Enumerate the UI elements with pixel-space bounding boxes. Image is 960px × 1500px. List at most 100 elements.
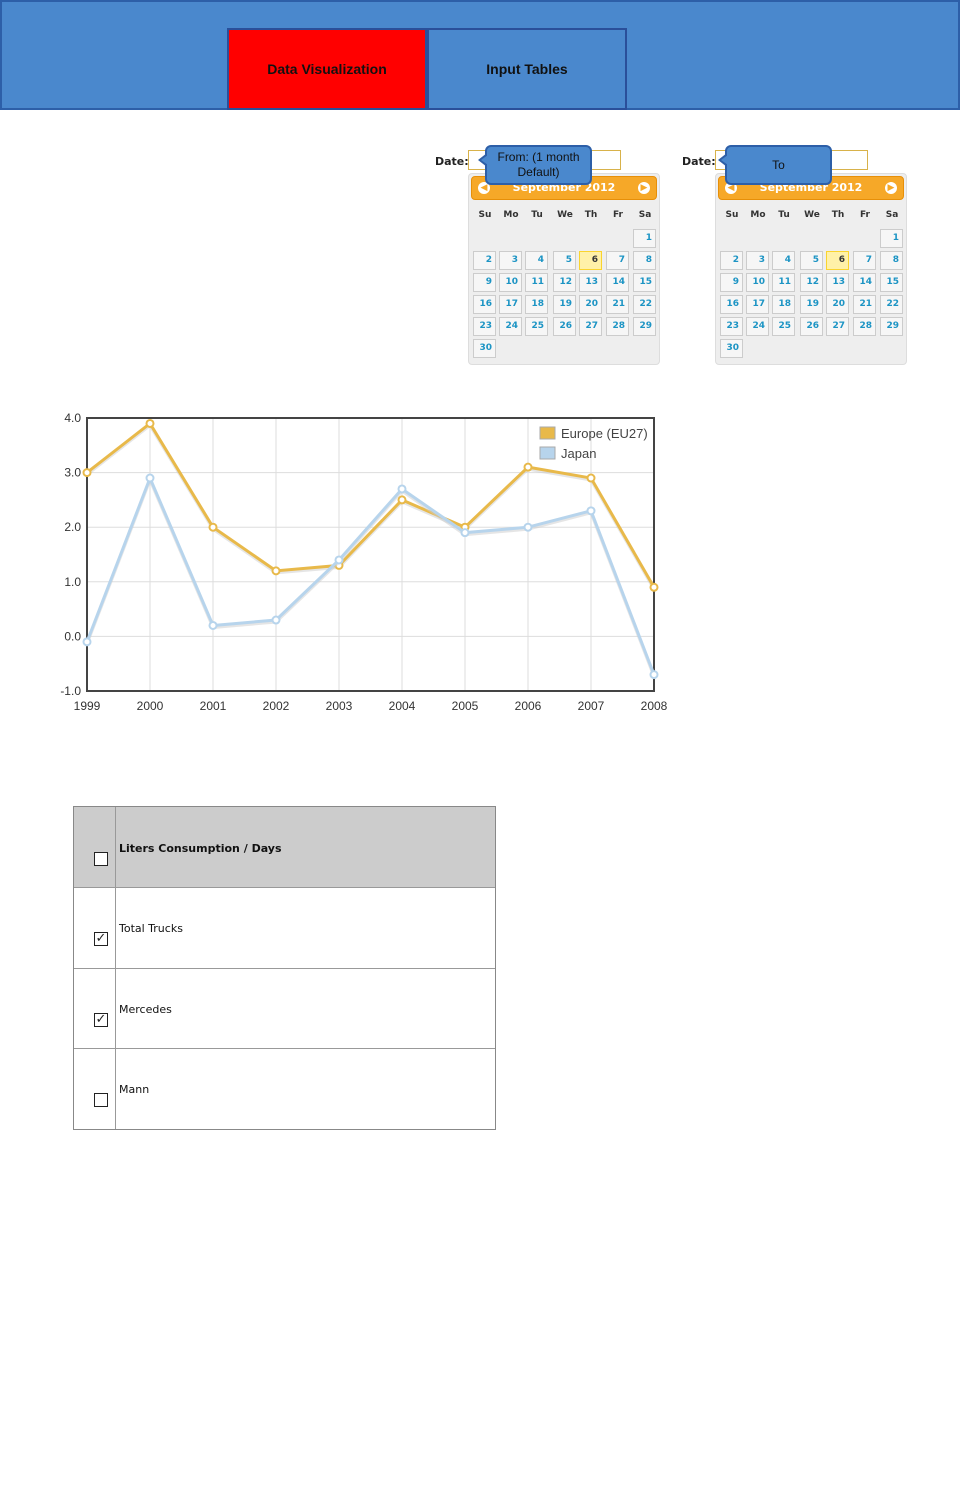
y-tick-label: 1.0 [64, 575, 81, 589]
to-next-month-icon[interactable]: ▶ [885, 182, 897, 194]
to-day-8[interactable]: 8 [880, 251, 903, 270]
from-day-8[interactable]: 8 [633, 251, 656, 270]
table-row: ✓ Mercedes [74, 969, 495, 1049]
from-day-1[interactable]: 1 [633, 229, 656, 248]
legend-swatch-1 [539, 446, 556, 460]
row-label-mercedes: Mercedes [119, 1003, 172, 1016]
row-label-total-trucks: Total Trucks [119, 922, 183, 935]
from-weekday-mo: Mo [503, 210, 519, 220]
to-day-18[interactable]: 18 [772, 295, 795, 314]
to-day-7[interactable]: 7 [853, 251, 876, 270]
x-tick-label: 2006 [515, 699, 542, 713]
to-day-3[interactable]: 3 [746, 251, 769, 270]
series-point-1 [523, 522, 533, 532]
from-day-10[interactable]: 10 [499, 273, 522, 292]
from-day-6[interactable]: 6 [579, 251, 602, 270]
row-checkbox-mann[interactable] [94, 1093, 108, 1107]
from-day-19[interactable]: 19 [553, 295, 576, 314]
to-day-6[interactable]: 6 [826, 251, 849, 270]
to-day-16[interactable]: 16 [720, 295, 743, 314]
from-day-20[interactable]: 20 [579, 295, 602, 314]
to-day-22[interactable]: 22 [880, 295, 903, 314]
to-day-27[interactable]: 27 [826, 317, 849, 336]
tab-data-visualization[interactable]: Data Visualization [227, 28, 427, 110]
to-prev-month-icon[interactable]: ◀ [725, 182, 737, 194]
header-checkbox[interactable] [94, 852, 108, 866]
row-checkbox-mercedes[interactable]: ✓ [94, 1012, 108, 1027]
from-weekday-sa: Sa [638, 210, 652, 220]
to-day-24[interactable]: 24 [746, 317, 769, 336]
to-day-26[interactable]: 26 [800, 317, 823, 336]
to-day-14[interactable]: 14 [853, 273, 876, 292]
from-day-24[interactable]: 24 [499, 317, 522, 336]
row-checkbox-total-trucks[interactable]: ✓ [94, 931, 108, 946]
from-day-4[interactable]: 4 [525, 251, 548, 270]
to-day-23[interactable]: 23 [720, 317, 743, 336]
to-day-11[interactable]: 11 [772, 273, 795, 292]
from-day-26[interactable]: 26 [553, 317, 576, 336]
from-day-27[interactable]: 27 [579, 317, 602, 336]
series-point-0 [145, 418, 155, 428]
from-day-5[interactable]: 5 [553, 251, 576, 270]
from-day-9[interactable]: 9 [473, 273, 496, 292]
from-day-11[interactable]: 11 [525, 273, 548, 292]
series-point-1 [82, 637, 92, 647]
from-day-7[interactable]: 7 [606, 251, 629, 270]
from-prev-month-icon[interactable]: ◀ [478, 182, 490, 194]
from-day-2[interactable]: 2 [473, 251, 496, 270]
to-day-1[interactable]: 1 [880, 229, 903, 248]
to-weekday-mo: Mo [750, 210, 766, 220]
series-selection-table: Liters Consumption / Days ✓ Total Trucks… [73, 806, 496, 1130]
series-line-1 [85, 474, 656, 676]
x-tick-label: 2004 [389, 699, 416, 713]
x-tick-label: 2007 [578, 699, 605, 713]
to-day-30[interactable]: 30 [720, 339, 743, 358]
to-day-17[interactable]: 17 [746, 295, 769, 314]
to-day-10[interactable]: 10 [746, 273, 769, 292]
series-point-1 [586, 506, 596, 516]
x-tick-label: 2001 [200, 699, 227, 713]
to-weekday-we: We [804, 210, 820, 220]
to-weekday-su: Su [725, 210, 739, 220]
series-point-1 [145, 473, 155, 483]
from-day-18[interactable]: 18 [525, 295, 548, 314]
to-day-9[interactable]: 9 [720, 273, 743, 292]
to-day-15[interactable]: 15 [880, 273, 903, 292]
to-day-5[interactable]: 5 [800, 251, 823, 270]
from-day-13[interactable]: 13 [579, 273, 602, 292]
plot-frame [86, 417, 655, 692]
to-day-19[interactable]: 19 [800, 295, 823, 314]
from-day-15[interactable]: 15 [633, 273, 656, 292]
to-day-20[interactable]: 20 [826, 295, 849, 314]
table-header-row: Liters Consumption / Days [74, 807, 495, 888]
to-day-28[interactable]: 28 [853, 317, 876, 336]
to-day-29[interactable]: 29 [880, 317, 903, 336]
from-day-23[interactable]: 23 [473, 317, 496, 336]
from-weekday-th: Th [584, 210, 598, 220]
series-point-1 [271, 615, 281, 625]
series-point-0 [82, 468, 92, 478]
from-day-16[interactable]: 16 [473, 295, 496, 314]
to-day-2[interactable]: 2 [720, 251, 743, 270]
to-date-label: Date: [682, 155, 716, 168]
to-day-13[interactable]: 13 [826, 273, 849, 292]
from-day-29[interactable]: 29 [633, 317, 656, 336]
from-day-22[interactable]: 22 [633, 295, 656, 314]
to-day-25[interactable]: 25 [772, 317, 795, 336]
tab-input-tables[interactable]: Input Tables [427, 28, 627, 110]
to-day-12[interactable]: 12 [800, 273, 823, 292]
table-header-label: Liters Consumption / Days [119, 842, 282, 855]
from-day-14[interactable]: 14 [606, 273, 629, 292]
to-day-4[interactable]: 4 [772, 251, 795, 270]
from-day-25[interactable]: 25 [525, 317, 548, 336]
from-day-3[interactable]: 3 [499, 251, 522, 270]
to-day-21[interactable]: 21 [853, 295, 876, 314]
from-day-30[interactable]: 30 [473, 339, 496, 358]
from-day-17[interactable]: 17 [499, 295, 522, 314]
from-day-12[interactable]: 12 [553, 273, 576, 292]
x-tick-label: 2008 [641, 699, 668, 713]
from-day-28[interactable]: 28 [606, 317, 629, 336]
series-point-1 [208, 620, 218, 630]
from-day-21[interactable]: 21 [606, 295, 629, 314]
from-next-month-icon[interactable]: ▶ [638, 182, 650, 194]
